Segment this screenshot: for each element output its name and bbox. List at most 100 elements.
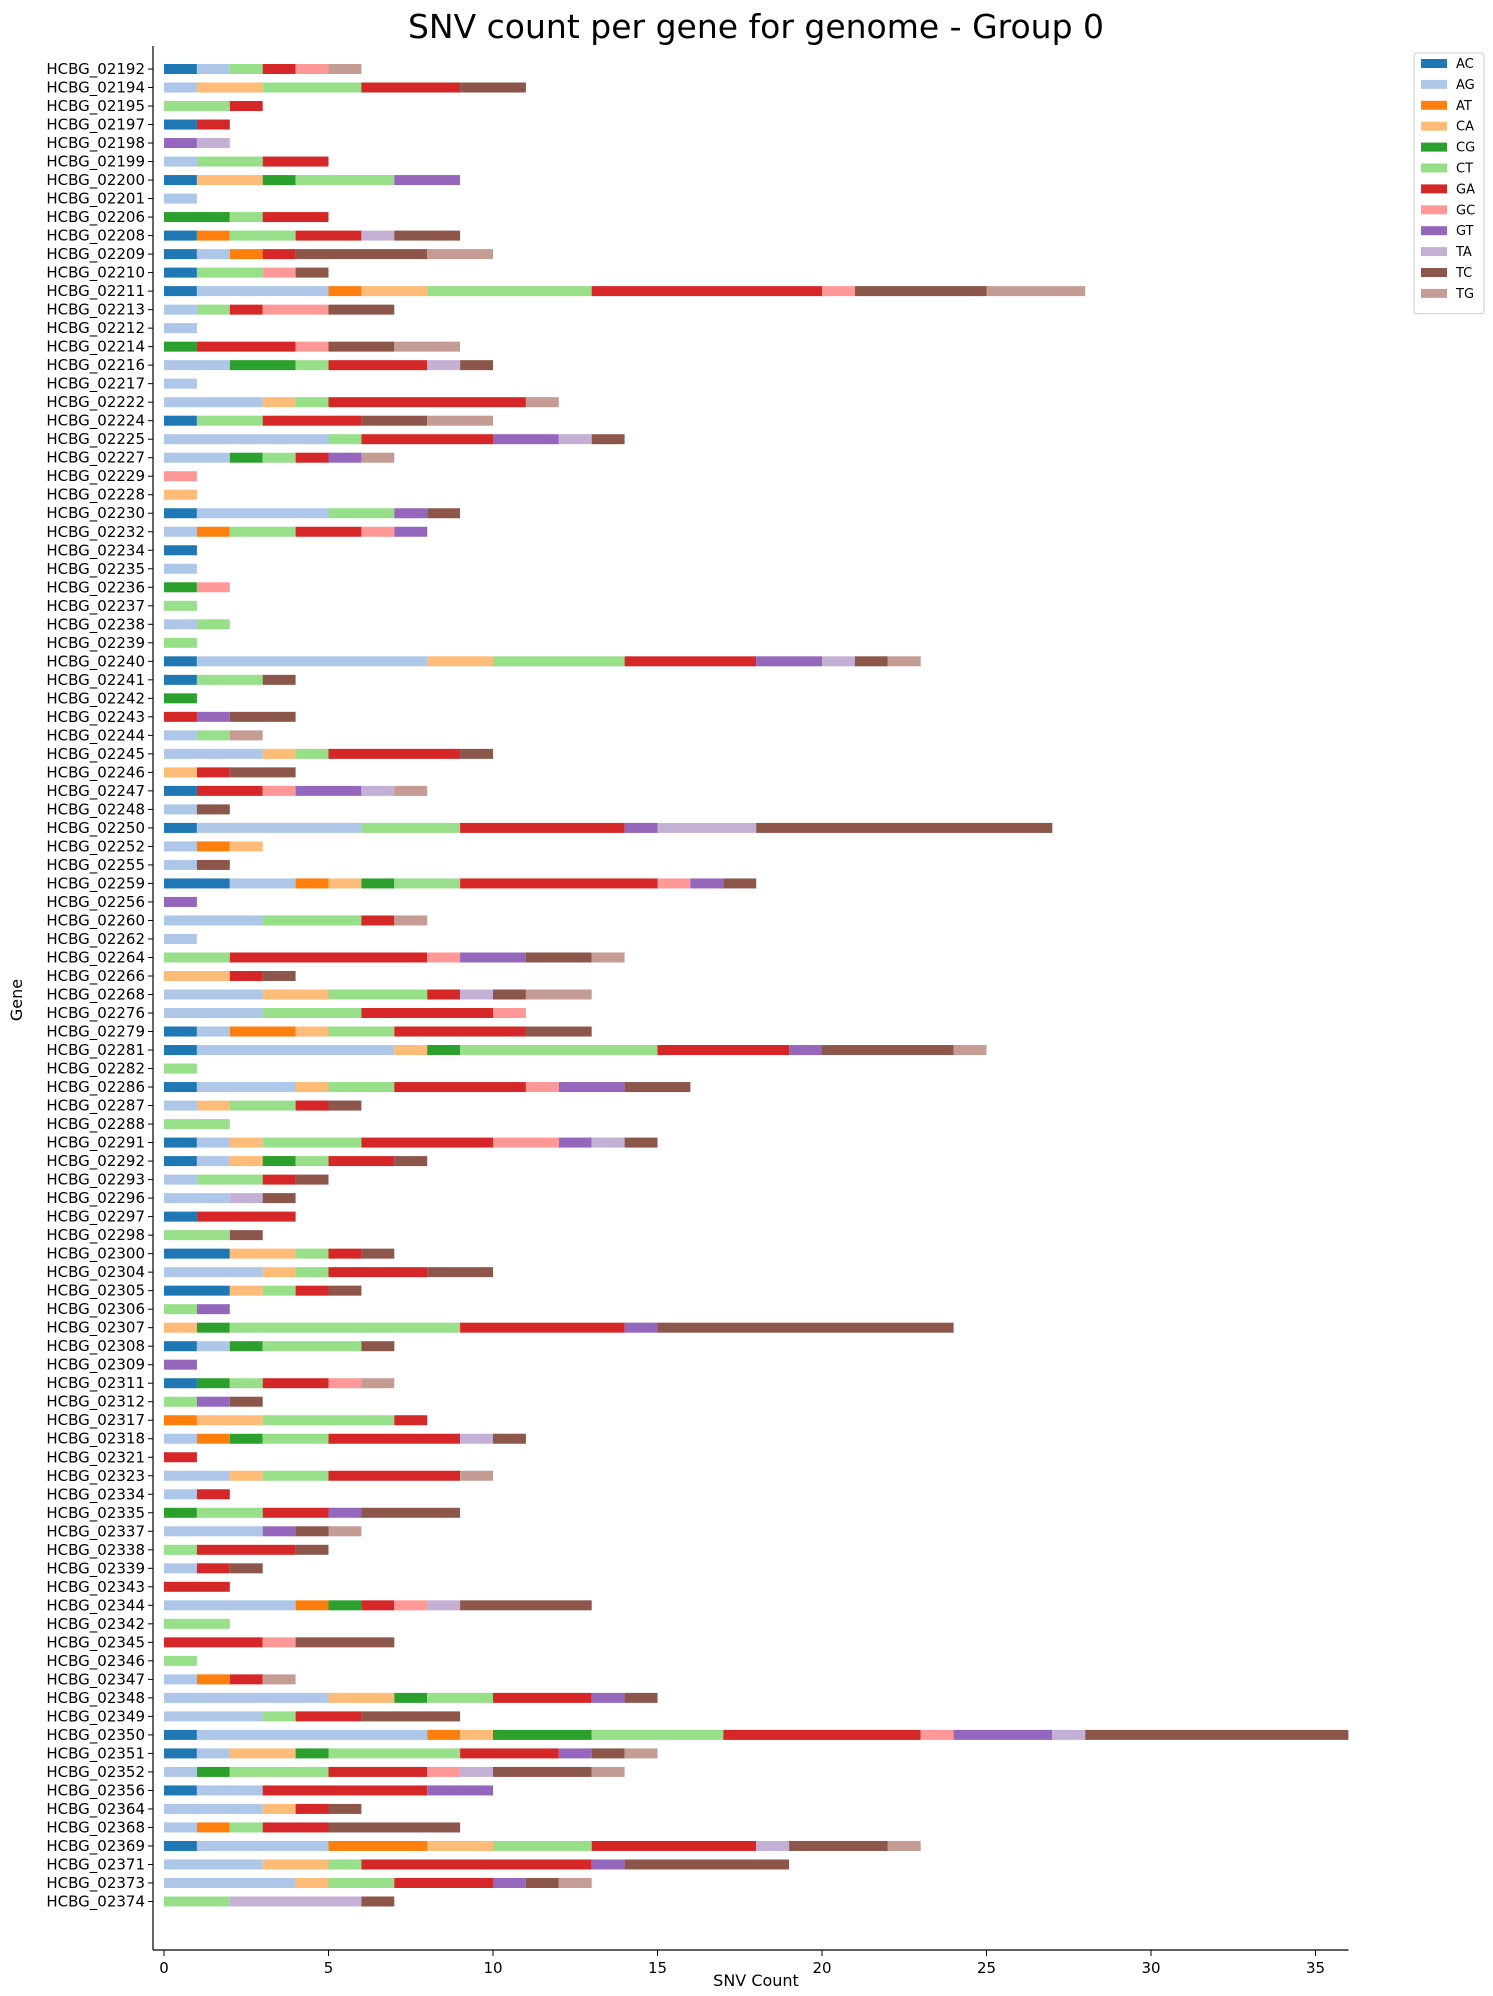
- bar-segment-HCBG_02298-CT: [164, 1230, 230, 1241]
- bar-segment-HCBG_02286-GT: [558, 1082, 625, 1093]
- bar-segment-HCBG_02230-AG: [196, 508, 329, 519]
- gene-label: HCBG_02339: [46, 1559, 145, 1578]
- bar-segment-HCBG_02293-GA: [262, 1174, 296, 1185]
- bar-segment-HCBG_02374-TC: [361, 1896, 395, 1907]
- bar-segment-HCBG_02252-CA: [229, 841, 263, 852]
- bar-segment-HCBG_02304-GA: [328, 1267, 428, 1278]
- bar-segment-HCBG_02208-AT: [196, 230, 230, 241]
- bar-segment-HCBG_02240-TC: [854, 656, 888, 667]
- legend-swatch-GA: [1421, 184, 1447, 194]
- bar-segment-HCBG_02255-TC: [196, 859, 230, 870]
- bar-segment-HCBG_02192-AC: [164, 64, 197, 74]
- bar-segment-HCBG_02291-TC: [624, 1137, 658, 1148]
- bar-segment-HCBG_02351-TG: [624, 1748, 658, 1759]
- gene-label: HCBG_02259: [46, 874, 145, 893]
- gene-label: HCBG_02311: [46, 1374, 145, 1393]
- x-tick-label: 0: [159, 1959, 169, 1977]
- bar-segment-HCBG_02318-TA: [460, 1433, 493, 1444]
- bar-segment-HCBG_02241-TC: [262, 674, 296, 685]
- bar-segment-HCBG_02268-TG: [525, 989, 592, 1000]
- bar-segment-HCBG_02346-CT: [164, 1655, 197, 1666]
- bar-segment-HCBG_02208-AC: [164, 230, 197, 241]
- bar-segment-HCBG_02208-CT: [229, 230, 296, 241]
- bar-segment-HCBG_02246-CA: [164, 767, 197, 778]
- bar-segment-HCBG_02232-AT: [196, 526, 230, 537]
- bar-segment-HCBG_02281-GT: [789, 1045, 822, 1056]
- bar-segment-HCBG_02335-CG: [164, 1507, 197, 1518]
- gene-label: HCBG_02235: [46, 560, 145, 579]
- gene-label: HCBG_02238: [46, 615, 145, 634]
- bar-segment-HCBG_02247-AC: [164, 785, 197, 796]
- bar-segment-HCBG_02206-CT: [229, 212, 263, 223]
- bar-segment-HCBG_02344-GA: [361, 1600, 395, 1611]
- gene-label: HCBG_02308: [46, 1337, 145, 1356]
- bar-segment-HCBG_02248-TC: [196, 804, 230, 815]
- legend-label-GC: GC: [1456, 203, 1475, 218]
- bar-segment-HCBG_02296-TC: [262, 1193, 296, 1204]
- bar-segment-HCBG_02308-AG: [196, 1341, 230, 1352]
- bar-segment-HCBG_02247-TA: [361, 785, 395, 796]
- bar-segment-HCBG_02350-CG: [493, 1729, 592, 1740]
- bar-segment-HCBG_02287-GA: [295, 1100, 329, 1111]
- bar-segment-HCBG_02352-AG: [164, 1766, 197, 1777]
- gene-label: HCBG_02300: [46, 1245, 145, 1264]
- bar-segment-HCBG_02213-CT: [196, 304, 230, 315]
- gene-label: HCBG_02264: [46, 948, 145, 967]
- bar-segment-HCBG_02222-TG: [525, 397, 559, 408]
- bar-segment-HCBG_02232-GA: [295, 526, 362, 537]
- gene-label: HCBG_02260: [46, 911, 145, 930]
- bars-layer: [164, 64, 1349, 1907]
- bar-segment-HCBG_02199-CT: [196, 156, 263, 167]
- gene-label: HCBG_02282: [46, 1060, 145, 1079]
- bar-segment-HCBG_02208-TC: [394, 230, 461, 241]
- bar-segment-HCBG_02276-GA: [361, 1008, 493, 1019]
- bar-segment-HCBG_02240-AC: [164, 656, 197, 667]
- gene-label: HCBG_02317: [46, 1411, 145, 1430]
- bar-segment-HCBG_02292-AC: [164, 1156, 197, 1167]
- gene-label: HCBG_02373: [46, 1874, 145, 1893]
- gene-label: HCBG_02241: [46, 671, 145, 690]
- bar-segment-HCBG_02347-GA: [229, 1674, 263, 1685]
- bar-segment-HCBG_02260-GA: [361, 915, 395, 926]
- bar-segment-HCBG_02368-GA: [262, 1822, 329, 1833]
- legend-swatch-AC: [1421, 59, 1447, 68]
- bar-segment-HCBG_02356-AG: [196, 1785, 263, 1796]
- bar-segment-HCBG_02351-AC: [164, 1748, 197, 1759]
- legend-swatch-AG: [1421, 79, 1447, 89]
- gene-label: HCBG_02255: [46, 856, 145, 875]
- bar-segment-HCBG_02234-AC: [164, 545, 197, 556]
- bar-segment-HCBG_02368-CT: [229, 1822, 263, 1833]
- bar-segment-HCBG_02305-AC: [164, 1285, 230, 1296]
- bar-segment-HCBG_02216-TC: [460, 360, 493, 371]
- bar-segment-HCBG_02350-TA: [1052, 1729, 1086, 1740]
- bar-segment-HCBG_02217-AG: [164, 378, 197, 389]
- bar-segment-HCBG_02352-CT: [229, 1766, 329, 1777]
- gene-label: HCBG_02206: [46, 208, 145, 227]
- bar-segment-HCBG_02323-CT: [262, 1470, 329, 1481]
- x-tick-label: 35: [1306, 1959, 1325, 1977]
- axes: [152, 46, 1349, 1951]
- bar-segment-HCBG_02252-AT: [196, 841, 230, 852]
- bar-segment-HCBG_02216-GA: [328, 360, 428, 371]
- bar-segment-HCBG_02264-GA: [229, 952, 428, 963]
- gene-label: HCBG_02309: [46, 1356, 145, 1375]
- bar-segment-HCBG_02232-GC: [361, 526, 395, 537]
- bar-segment-HCBG_02373-GT: [493, 1877, 526, 1888]
- gene-label: HCBG_02242: [46, 689, 145, 708]
- bar-segment-HCBG_02235-AG: [164, 563, 197, 574]
- bar-segment-HCBG_02292-GA: [328, 1156, 395, 1167]
- bar-segment-HCBG_02225-TC: [591, 434, 625, 445]
- bar-segment-HCBG_02236-CG: [164, 582, 197, 593]
- gene-label: HCBG_02371: [46, 1855, 145, 1874]
- bar-segment-HCBG_02195-GA: [229, 101, 263, 112]
- gene-label: HCBG_02222: [46, 393, 145, 412]
- bar-segment-HCBG_02311-CG: [196, 1378, 230, 1389]
- gene-label: HCBG_02252: [46, 837, 145, 856]
- bar-segment-HCBG_02197-GA: [196, 119, 230, 130]
- bar-segment-HCBG_02208-TA: [361, 230, 395, 241]
- bar-segment-HCBG_02264-GC: [427, 952, 461, 963]
- bar-segment-HCBG_02368-AG: [164, 1822, 197, 1833]
- bar-segment-HCBG_02260-TG: [394, 915, 428, 926]
- bar-segment-HCBG_02198-TA: [196, 138, 230, 149]
- bar-segment-HCBG_02200-CT: [295, 175, 395, 186]
